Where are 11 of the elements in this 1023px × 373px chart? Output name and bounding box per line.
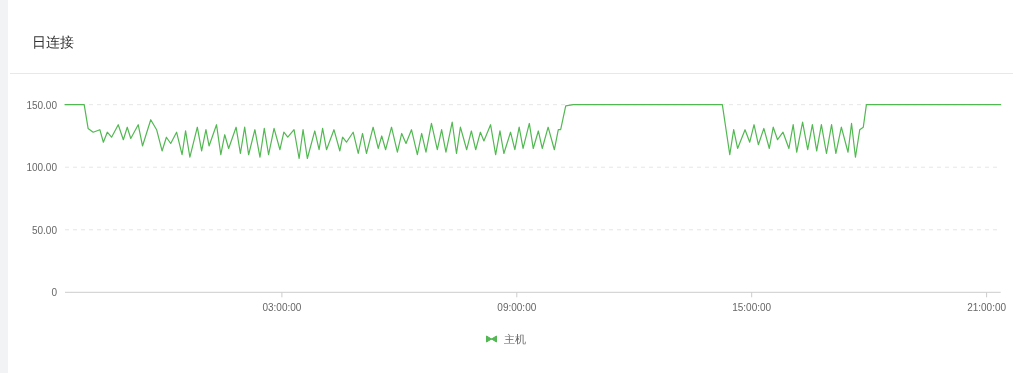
x-tick-label: 09:00:00	[497, 302, 537, 314]
y-tick-label: 150.00	[26, 99, 58, 111]
legend-label: 主机	[503, 333, 526, 345]
y-tick-label: 0	[51, 287, 58, 299]
x-tick-label: 03:00:00	[262, 302, 302, 314]
x-tick-label: 21:00:00	[967, 302, 1007, 314]
chart-title: 日连接	[32, 34, 74, 50]
y-tick-label: 100.00	[26, 162, 58, 174]
y-tick-label: 50.00	[31, 224, 58, 236]
line-series	[64, 104, 1002, 160]
x-tick-label: 15:00:00	[732, 302, 772, 314]
